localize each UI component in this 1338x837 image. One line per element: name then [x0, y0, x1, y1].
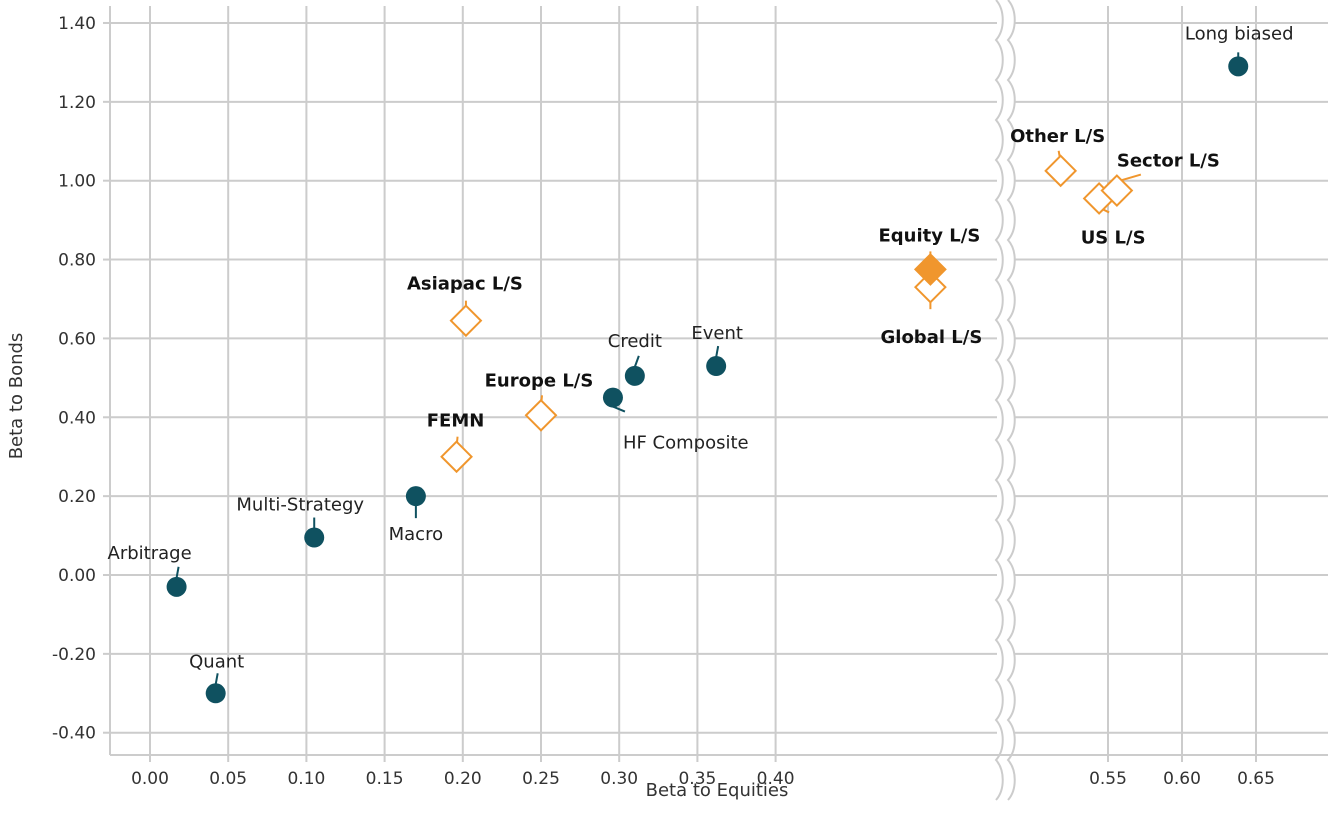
y-tick-label: 0.80: [58, 251, 96, 271]
arbitrage-label: Arbitrage: [108, 543, 192, 564]
x-tick-label: 0.00: [131, 769, 169, 789]
y-tick-label: 0.40: [58, 408, 96, 428]
long-biased-label: Long biased: [1185, 23, 1294, 44]
y-axis-title: Beta to Bonds: [6, 333, 27, 460]
global-l-s-label: Global L/S: [881, 327, 983, 348]
femn-label: FEMN: [427, 411, 485, 432]
x-tick-label: 0.05: [209, 769, 247, 789]
y-tick-label: 0.00: [58, 566, 96, 586]
credit-leader: [633, 355, 640, 368]
equity-l-s-point: [913, 253, 947, 286]
x-tick-label: 0.25: [522, 769, 560, 789]
x-tick-label: 0.20: [444, 769, 482, 789]
arbitrage-leader: [175, 566, 180, 579]
event-point: [706, 356, 727, 377]
y-tick-label: 1.40: [58, 14, 96, 34]
credit-label: Credit: [608, 331, 662, 352]
macro-point: [405, 486, 426, 507]
axis-break-left-edge: [994, 0, 1004, 801]
quant-leader: [214, 673, 219, 685]
hf-composite-point: [602, 387, 623, 408]
x-tick-label: 0.30: [600, 769, 638, 789]
asiapac-l-s-label: Asiapac L/S: [407, 274, 523, 295]
other-l-s-label: Other L/S: [1010, 126, 1105, 147]
equity-l-s-label: Equity L/S: [879, 225, 981, 246]
x-tick-label: 0.60: [1163, 769, 1201, 789]
hf-composite-leader: [612, 405, 626, 413]
x-tick-label: 0.15: [366, 769, 404, 789]
x-tick-label: 0.40: [757, 769, 795, 789]
axis-break-right-edge: [1006, 0, 1016, 801]
arbitrage-point: [166, 576, 187, 597]
y-tick-label: -0.40: [52, 724, 96, 744]
event-leader: [715, 345, 720, 358]
x-tick-label: 0.65: [1237, 769, 1275, 789]
credit-point: [624, 365, 645, 386]
long-biased-point: [1228, 56, 1249, 77]
x-tick-label: 0.10: [287, 769, 325, 789]
y-tick-label: 1.00: [58, 172, 96, 192]
femn-point: [440, 440, 473, 474]
europe-l-s-point: [524, 398, 558, 432]
other-l-s-point: [1044, 154, 1078, 188]
event-label: Event: [691, 323, 743, 344]
y-tick-label: 0.60: [58, 329, 96, 349]
x-tick-label: 0.35: [678, 769, 716, 789]
x-tick-label: 0.55: [1089, 769, 1127, 789]
multi-strategy-point: [304, 527, 325, 548]
sector-l-s-point: [1100, 174, 1134, 207]
us-l-s-label: US L/S: [1081, 227, 1146, 248]
x-axis-title: Beta to Equities: [646, 780, 789, 801]
quant-label: Quant: [189, 651, 244, 672]
y-tick-label: 1.20: [58, 93, 96, 113]
y-tick-label: -0.20: [52, 645, 96, 665]
global-l-s-point: [913, 270, 947, 304]
europe-l-s-label: Europe L/S: [485, 370, 594, 391]
asiapac-l-s-point: [449, 304, 483, 338]
macro-label: Macro: [389, 524, 443, 545]
hf-composite-label: HF Composite: [623, 433, 749, 454]
y-tick-label: 0.20: [58, 487, 96, 507]
quant-point: [205, 683, 226, 704]
sector-l-s-label: Sector L/S: [1117, 151, 1220, 172]
multi-strategy-label: Multi-Strategy: [236, 495, 364, 516]
